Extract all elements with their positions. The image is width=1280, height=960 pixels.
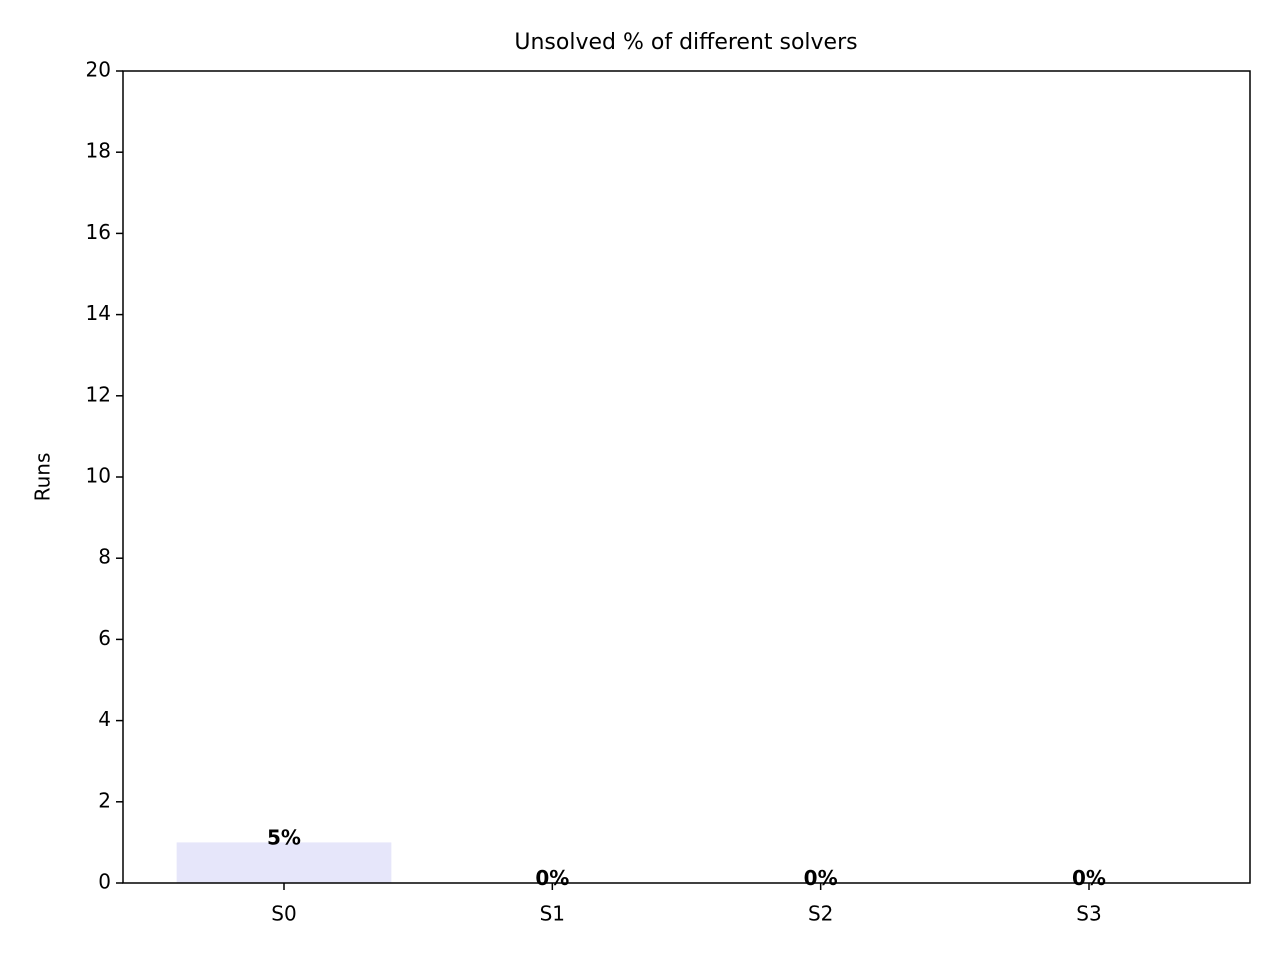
y-tick-label: 2 bbox=[98, 788, 111, 812]
value-label: 5% bbox=[267, 825, 301, 849]
x-tick-label: S2 bbox=[808, 902, 833, 926]
value-label: 0% bbox=[535, 866, 569, 890]
x-tick-label: S3 bbox=[1076, 902, 1101, 926]
y-tick-label: 12 bbox=[86, 382, 111, 406]
value-label: 0% bbox=[1072, 866, 1106, 890]
y-tick-label: 20 bbox=[86, 58, 111, 82]
y-tick-label: 14 bbox=[86, 301, 111, 325]
y-tick-label: 6 bbox=[98, 626, 111, 650]
y-tick-label: 10 bbox=[86, 464, 111, 488]
chart-title: Unsolved % of different solvers bbox=[514, 30, 857, 55]
y-tick-label: 18 bbox=[86, 139, 111, 163]
y-tick-label: 0 bbox=[98, 870, 111, 894]
x-tick-label: S0 bbox=[271, 902, 296, 926]
value-label: 0% bbox=[804, 866, 838, 890]
bar bbox=[176, 842, 392, 883]
y-tick-label: 16 bbox=[86, 220, 111, 244]
y-tick-label: 8 bbox=[98, 545, 111, 569]
x-tick-label: S1 bbox=[540, 902, 565, 926]
y-axis-label: Runs bbox=[31, 453, 55, 502]
y-tick-label: 4 bbox=[98, 707, 111, 731]
plot-frame bbox=[122, 70, 1251, 884]
